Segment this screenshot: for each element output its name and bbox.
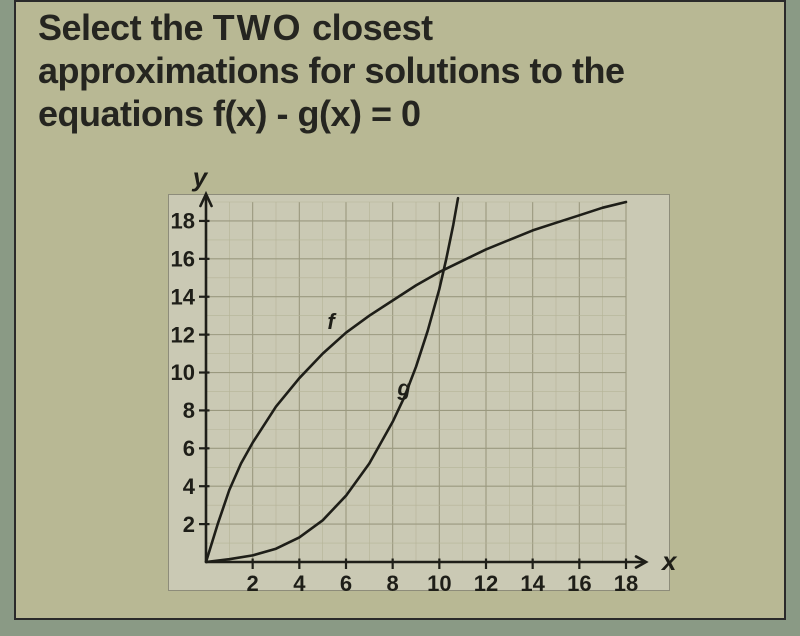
svg-text:6: 6 <box>183 436 195 461</box>
emphasis-two: TWO <box>213 7 303 48</box>
svg-text:8: 8 <box>387 571 399 596</box>
svg-text:16: 16 <box>171 247 195 272</box>
svg-text:16: 16 <box>567 571 591 596</box>
q-line-1: Select the TWO closest <box>38 6 762 49</box>
svg-text:g: g <box>396 375 411 400</box>
q-line-3: equations f(x) - g(x) = 0 <box>38 92 762 135</box>
svg-text:10: 10 <box>171 360 195 385</box>
svg-text:12: 12 <box>474 571 498 596</box>
svg-text:8: 8 <box>183 398 195 423</box>
chart-svg: 2 4 6 8 10 12 14 16 18 2 4 6 8 10 12 14 16 18 y x f g <box>146 172 691 612</box>
question-card: Select the TWO closest approximations fo… <box>14 0 786 620</box>
svg-text:2: 2 <box>247 571 259 596</box>
svg-text:10: 10 <box>427 571 451 596</box>
svg-text:18: 18 <box>171 209 195 234</box>
svg-text:14: 14 <box>520 571 545 596</box>
chart-container: 2 4 6 8 10 12 14 16 18 2 4 6 8 10 12 14 16 18 y x f g <box>146 172 691 612</box>
svg-text:12: 12 <box>171 322 195 347</box>
svg-text:4: 4 <box>293 571 306 596</box>
svg-text:6: 6 <box>340 571 352 596</box>
q-line-2: approximations for solutions to the <box>38 49 762 92</box>
svg-text:4: 4 <box>183 474 196 499</box>
question-text: Select the TWO closest approximations fo… <box>16 2 784 136</box>
svg-text:f: f <box>327 309 337 334</box>
svg-text:14: 14 <box>171 284 196 309</box>
svg-text:y: y <box>191 172 209 192</box>
svg-text:2: 2 <box>183 512 195 537</box>
svg-text:18: 18 <box>614 571 638 596</box>
svg-text:x: x <box>660 546 678 576</box>
